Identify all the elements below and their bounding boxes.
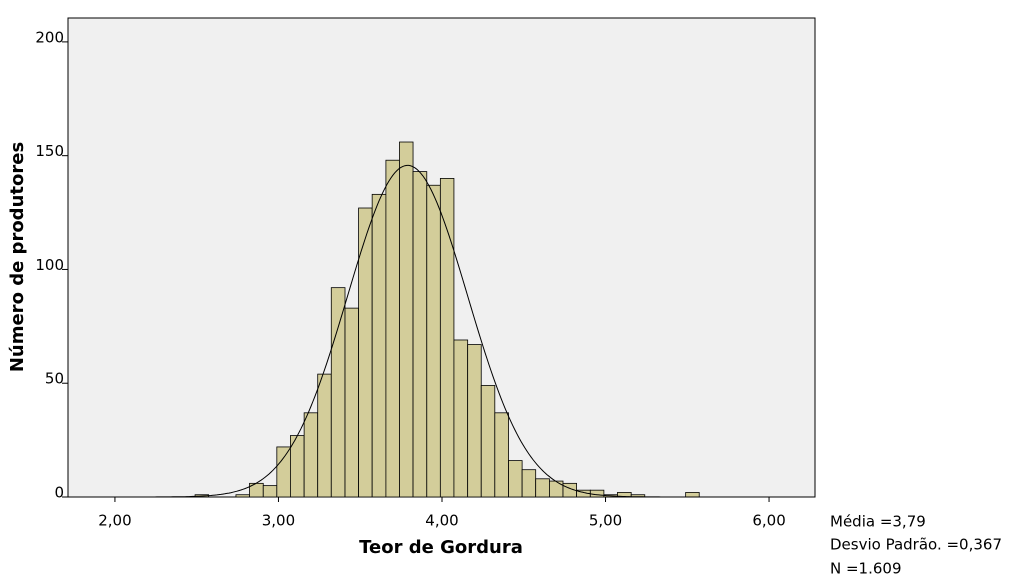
normal-curve: [114, 164, 811, 498]
bar: [399, 141, 414, 498]
bar: [412, 171, 428, 498]
bar: [344, 307, 359, 498]
y-tick-label: 0: [54, 484, 64, 502]
bar: [521, 469, 537, 498]
bar: [549, 480, 564, 498]
bar: [508, 460, 523, 498]
y-tick-label: 50: [45, 370, 64, 388]
x-tick-label: 6,00: [752, 512, 785, 530]
bar: [589, 489, 605, 498]
bar: [317, 373, 332, 498]
y-tick-label: 100: [35, 256, 64, 274]
bar: [467, 344, 482, 498]
x-axis-title: Teor de Gordura: [359, 537, 523, 558]
stats-label: N =1.609: [830, 560, 902, 578]
stats-label: Desvio Padrão. =0,367: [830, 536, 1002, 554]
bar: [385, 159, 400, 498]
bar: [235, 494, 250, 498]
y-tick-label: 200: [35, 28, 64, 46]
y-axis-title: Número de produtores: [7, 142, 28, 372]
x-tick-label: 3,00: [262, 512, 295, 530]
y-tick-label: 150: [35, 142, 64, 160]
bar: [494, 412, 509, 498]
stats-label: Média =3,79: [830, 513, 926, 531]
bar: [453, 339, 469, 498]
bar: [330, 287, 346, 498]
bar: [439, 178, 455, 498]
bar: [276, 446, 291, 498]
bar: [685, 492, 700, 498]
bar: [535, 478, 550, 498]
x-tick-label: 5,00: [589, 512, 622, 530]
bar: [303, 412, 319, 498]
bar: [480, 385, 496, 498]
x-tick-label: 2,00: [98, 512, 131, 530]
bar: [426, 184, 441, 498]
bar: [262, 485, 278, 498]
x-tick-label: 4,00: [425, 512, 458, 530]
bar: [371, 193, 387, 498]
